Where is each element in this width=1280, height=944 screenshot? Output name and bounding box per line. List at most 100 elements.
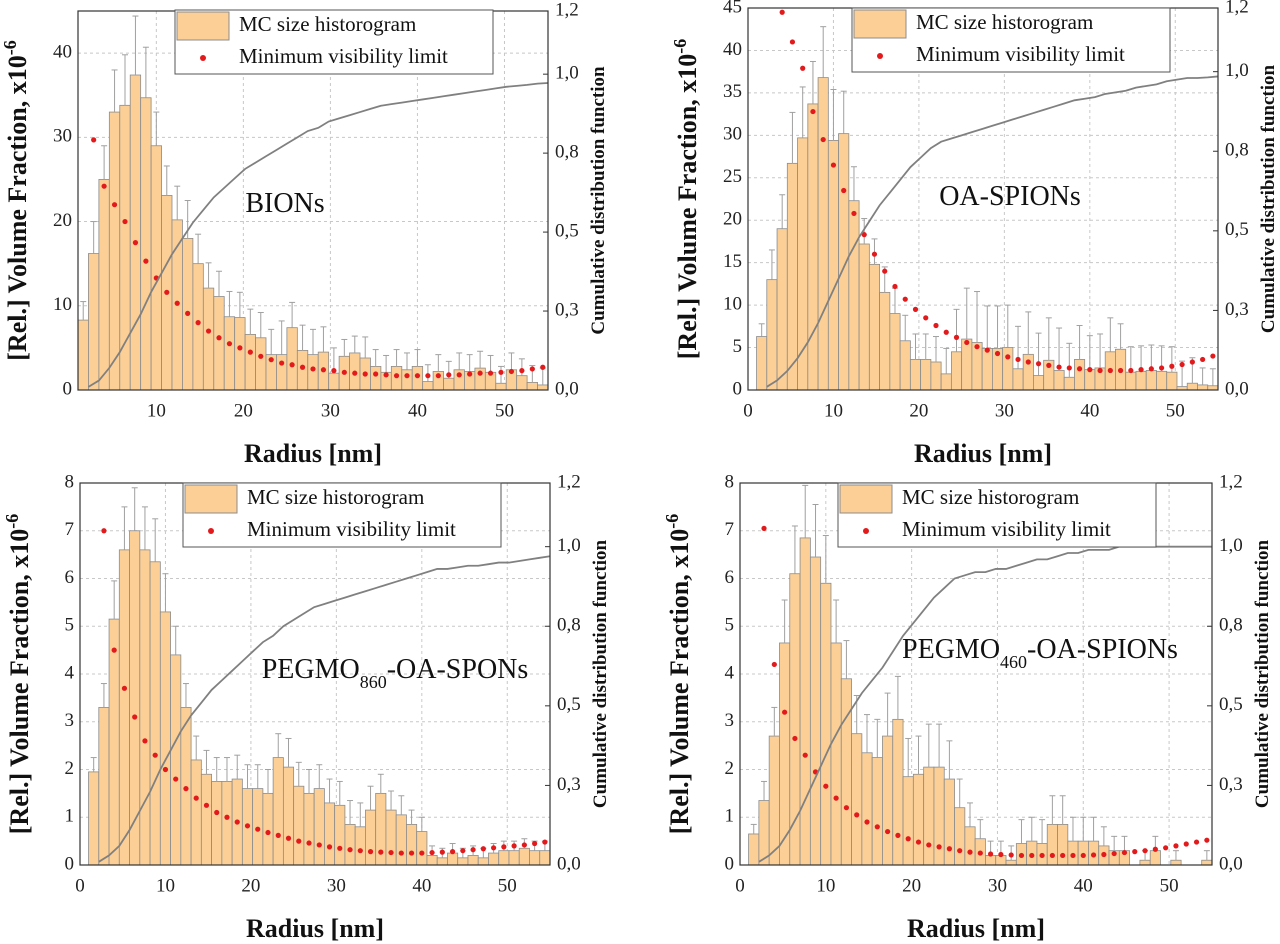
dot — [802, 752, 808, 758]
dot — [974, 344, 980, 350]
dot — [933, 322, 939, 329]
error-bar — [884, 692, 891, 737]
bar — [150, 145, 162, 390]
dot — [1121, 849, 1128, 856]
legend-label: Minimum visibility limit — [902, 517, 1111, 541]
y-tick-label: 0 — [725, 853, 735, 874]
dot — [915, 839, 922, 845]
dot — [326, 844, 333, 850]
error-bar — [408, 809, 415, 825]
bar — [930, 361, 942, 390]
y2-axis-label: Cumulative distribution function — [588, 66, 609, 335]
legend: MC size historogram Minimum visibility li… — [837, 482, 1157, 548]
dot — [306, 840, 312, 846]
bar — [758, 800, 770, 865]
error-bar — [257, 312, 264, 338]
legend-swatch — [863, 528, 869, 534]
x-tick-label: 30 — [988, 875, 1007, 896]
dot — [895, 832, 901, 838]
bar — [401, 369, 413, 390]
dot — [185, 310, 191, 316]
bar — [950, 351, 963, 390]
bar — [851, 733, 863, 865]
error-bar — [750, 823, 757, 834]
x-tick-label: 0 — [75, 875, 85, 896]
error-bar — [435, 354, 442, 372]
error-bar — [265, 769, 271, 794]
error-bar — [477, 350, 484, 369]
dot — [540, 364, 546, 370]
error-bar — [1018, 819, 1025, 844]
error-bar — [874, 718, 881, 758]
bar — [422, 381, 434, 390]
y2-tick-label: 0,8 — [1225, 140, 1249, 161]
y-axis-label-part: -6 — [662, 514, 682, 529]
y-tick-label: 2 — [65, 758, 75, 779]
bar — [488, 852, 500, 865]
bar — [817, 77, 829, 390]
error-bar — [963, 287, 970, 340]
y-tick-label: 7 — [65, 519, 75, 540]
dot — [183, 786, 189, 792]
bar — [255, 337, 267, 390]
bar — [933, 766, 945, 865]
bar — [526, 382, 538, 390]
y2-tick-label: 0,8 — [555, 141, 579, 162]
error-bar — [791, 525, 798, 574]
dot — [885, 828, 891, 835]
x-tick-label: 20 — [234, 400, 253, 421]
dot — [226, 341, 233, 347]
x-tick-label: 10 — [156, 875, 175, 896]
x-tick-label: 10 — [816, 875, 835, 896]
dot — [892, 283, 898, 290]
dot — [984, 347, 990, 353]
bar — [334, 804, 346, 865]
x-tick-label: 30 — [321, 400, 340, 421]
dot — [414, 373, 421, 379]
plot-area — [748, 484, 1212, 865]
dot — [1039, 852, 1045, 859]
bar — [830, 642, 842, 865]
x-tick-label: 40 — [408, 400, 427, 421]
error-bar — [295, 761, 302, 787]
annotation-part: -OA-SPONs — [387, 654, 529, 685]
bar — [518, 847, 530, 865]
error-bar — [142, 46, 149, 98]
dot — [1111, 850, 1117, 857]
bar — [190, 759, 202, 865]
y-axis-label: [Rel.] Volume Fraction, x10-6 — [662, 514, 694, 834]
x-tick-label: 0 — [735, 875, 745, 896]
dot — [203, 802, 210, 808]
y-tick-label: 1 — [725, 806, 735, 827]
bar — [1057, 824, 1069, 865]
error-bar — [833, 599, 840, 643]
dot — [398, 850, 404, 856]
bar — [296, 350, 309, 390]
y2-tick-label: 1,0 — [1219, 535, 1243, 556]
dot — [285, 835, 292, 841]
error-bar — [351, 335, 358, 353]
dot — [994, 350, 1001, 357]
error-bar — [336, 780, 343, 806]
dot — [1148, 366, 1154, 372]
y2-tick-label: 0,5 — [555, 220, 579, 241]
error-bar — [236, 291, 243, 318]
dot — [1066, 365, 1072, 371]
dot — [268, 357, 274, 363]
error-bar — [268, 328, 275, 355]
dot — [977, 850, 983, 856]
bar — [192, 263, 204, 390]
error-bar — [943, 347, 950, 374]
bar — [766, 279, 778, 390]
bar — [889, 313, 901, 390]
dot — [761, 525, 767, 531]
error-bar — [1035, 332, 1042, 376]
error-bar — [111, 580, 118, 620]
dot — [91, 137, 97, 143]
dot — [1015, 356, 1021, 363]
dot — [498, 369, 504, 375]
dot — [347, 847, 353, 853]
x-tick-label: 10 — [147, 400, 166, 421]
y2-tick-label: 0,3 — [557, 774, 581, 795]
error-bar — [905, 737, 912, 777]
